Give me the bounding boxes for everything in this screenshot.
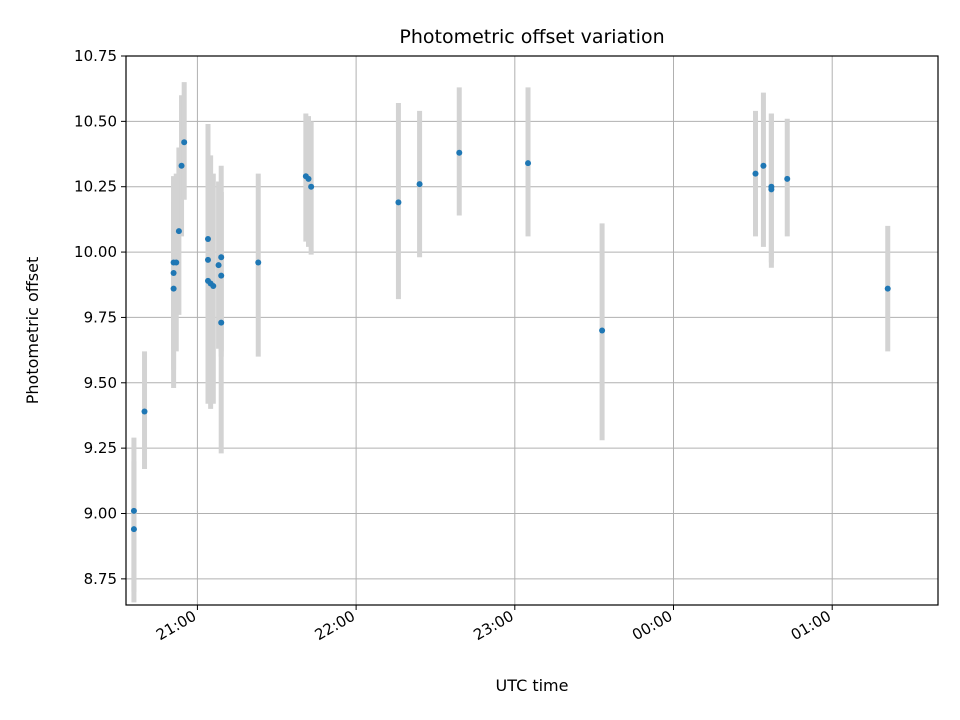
data-point xyxy=(525,160,532,167)
data-point xyxy=(416,181,423,188)
data-point xyxy=(175,228,182,235)
data-point xyxy=(204,236,211,242)
y-tick-label: 9.50 xyxy=(84,374,117,392)
data-point xyxy=(170,285,177,292)
data-point xyxy=(752,170,759,177)
data-point xyxy=(173,259,180,266)
y-tick-label: 9.75 xyxy=(84,308,117,326)
y-tick-label: 10.75 xyxy=(74,47,117,65)
data-point xyxy=(308,183,315,190)
y-axis-ticks: 8.75 9.00 9.25 9.50 9.75 10.00 10.25 10.50 10.75 xyxy=(74,47,126,588)
y-tick-label: 10.50 xyxy=(74,112,117,130)
data-point xyxy=(760,162,767,169)
data-point xyxy=(130,507,137,514)
y-tick-label: 9.00 xyxy=(84,505,117,523)
data-point xyxy=(218,319,225,326)
chart-title: Photometric offset variation xyxy=(399,26,664,48)
y-tick-label: 10.00 xyxy=(74,243,117,261)
data-point xyxy=(215,262,222,269)
data-point xyxy=(768,183,775,190)
data-point xyxy=(305,175,312,182)
data-point xyxy=(170,269,177,276)
y-tick-label: 8.75 xyxy=(84,570,117,588)
data-point xyxy=(255,259,262,266)
data-point xyxy=(130,526,137,533)
data-point xyxy=(181,139,188,146)
data-point xyxy=(178,162,185,169)
data-point xyxy=(599,327,606,334)
x-axis-label: UTC time xyxy=(496,676,569,695)
data-point xyxy=(141,408,148,415)
data-point xyxy=(884,285,891,292)
data-points xyxy=(130,139,891,533)
data-point xyxy=(456,149,463,156)
y-tick-label: 10.25 xyxy=(74,178,117,196)
data-point xyxy=(395,199,402,206)
data-point xyxy=(204,256,211,263)
data-point xyxy=(218,272,225,279)
plot-frame xyxy=(125,55,939,606)
y-tick-label: 9.25 xyxy=(84,439,117,457)
y-axis-label: Photometric offset xyxy=(23,257,42,405)
data-point xyxy=(210,283,217,290)
data-point xyxy=(784,175,791,182)
data-point xyxy=(218,254,225,261)
